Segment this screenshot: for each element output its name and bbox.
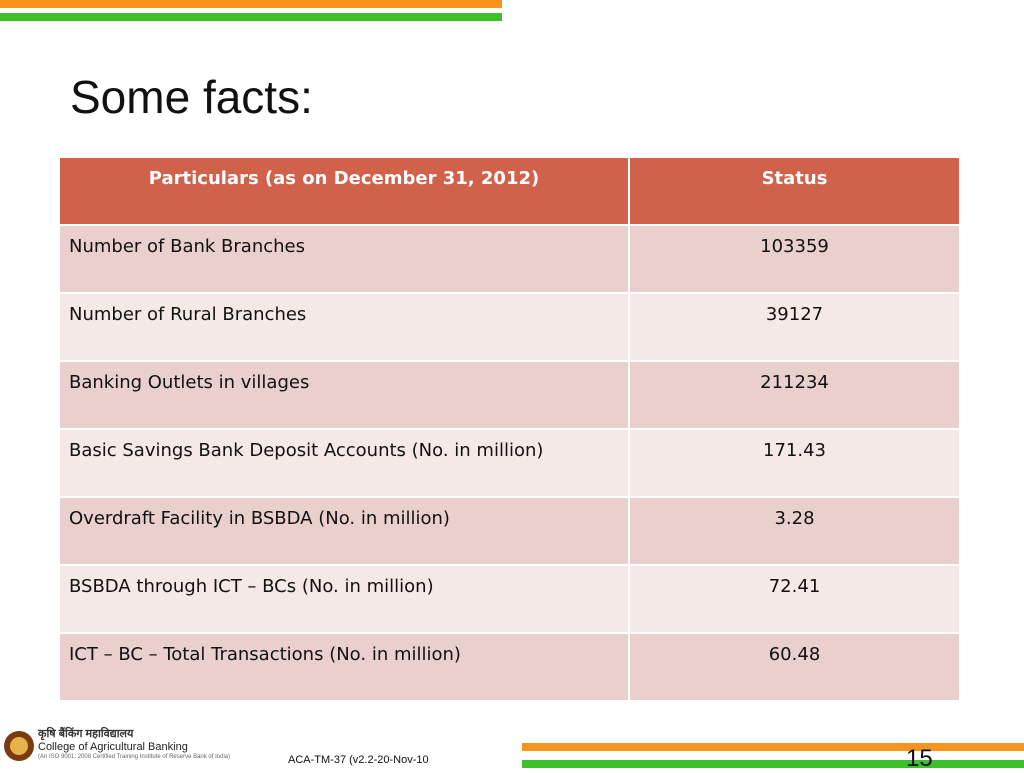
header-particulars: Particulars (as on December 31, 2012) <box>58 156 630 226</box>
top-orange-stripe <box>0 0 502 8</box>
header-status: Status <box>628 156 961 226</box>
particular-cell: BSBDA through ICT – BCs (No. in million) <box>58 564 630 634</box>
particular-cell: Number of Rural Branches <box>58 292 630 362</box>
college-hindi-name: कृषि बैंकिंग महाविद्यालय <box>38 728 134 740</box>
table-row: Basic Savings Bank Deposit Accounts (No.… <box>58 428 961 498</box>
bottom-green-stripe <box>522 760 1024 768</box>
particular-cell: Basic Savings Bank Deposit Accounts (No.… <box>58 428 630 498</box>
table-row: BSBDA through ICT – BCs (No. in million)… <box>58 564 961 634</box>
status-cell: 39127 <box>628 292 961 362</box>
status-cell: 60.48 <box>628 632 961 702</box>
footer-code: ACA-TM-37 (v2.2-20-Nov-10 <box>288 754 429 766</box>
table-row: Banking Outlets in villages 211234 <box>58 360 961 430</box>
college-branding: कृषि बैंकिंग महाविद्यालय College of Agri… <box>38 728 230 762</box>
bottom-orange-stripe <box>522 743 1024 751</box>
college-name: College of Agricultural Banking <box>38 741 188 754</box>
page-number: 15 <box>906 745 933 772</box>
particular-cell: Banking Outlets in villages <box>58 360 630 430</box>
particular-cell: Number of Bank Branches <box>58 224 630 294</box>
table-row: Number of Rural Branches 39127 <box>58 292 961 362</box>
particular-cell: ICT – BC – Total Transactions (No. in mi… <box>58 632 630 702</box>
status-cell: 3.28 <box>628 496 961 566</box>
table-row: Number of Bank Branches 103359 <box>58 224 961 294</box>
status-cell: 211234 <box>628 360 961 430</box>
table-header-row: Particulars (as on December 31, 2012) St… <box>58 156 961 226</box>
college-subtitle: (An ISO 9001: 2008 Certified Training In… <box>38 754 231 761</box>
emblem-inner <box>10 737 28 755</box>
top-green-stripe <box>0 13 502 21</box>
facts-table: Particulars (as on December 31, 2012) St… <box>58 156 961 702</box>
status-cell: 72.41 <box>628 564 961 634</box>
status-cell: 171.43 <box>628 428 961 498</box>
college-emblem-icon <box>4 731 34 761</box>
table-row: ICT – BC – Total Transactions (No. in mi… <box>58 632 961 702</box>
table-row: Overdraft Facility in BSBDA (No. in mill… <box>58 496 961 566</box>
status-cell: 103359 <box>628 224 961 294</box>
particular-cell: Overdraft Facility in BSBDA (No. in mill… <box>58 496 630 566</box>
slide-title: Some facts: <box>70 71 313 123</box>
